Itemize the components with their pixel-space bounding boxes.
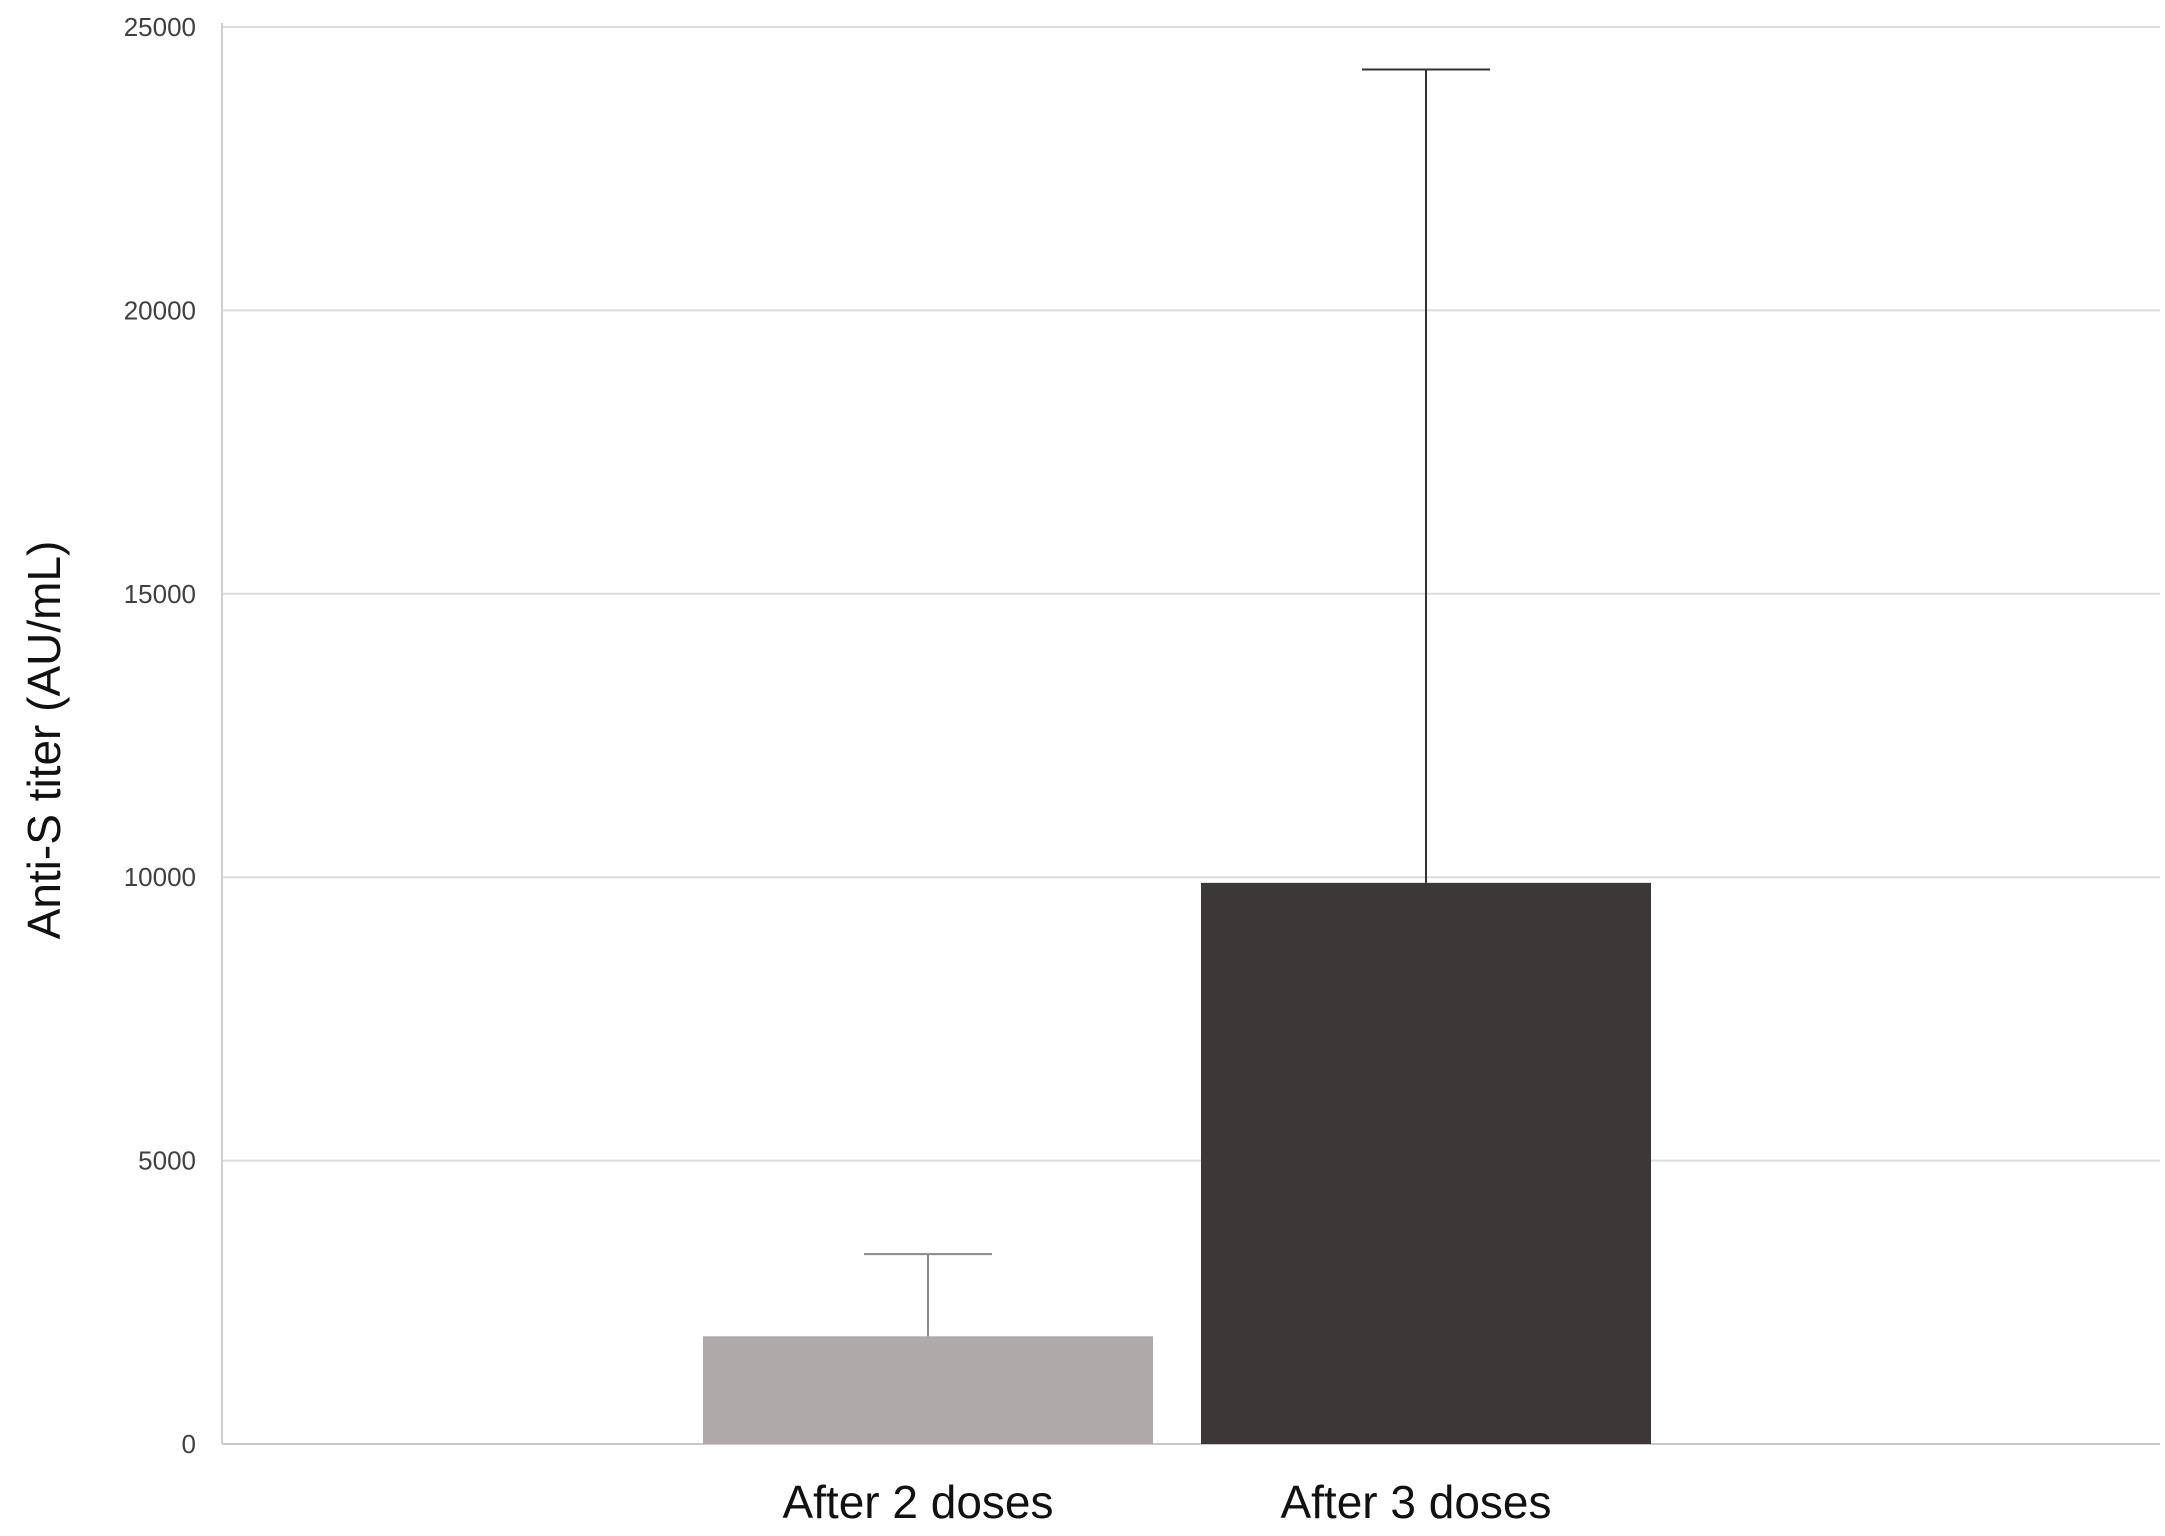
x-label-after-3-doses: After 3 doses [1280,1476,1551,1528]
y-tick-label-5000: 5000 [138,1146,196,1176]
x-label-after-2-doses: After 2 doses [782,1476,1053,1528]
y-tick-label-0: 0 [182,1429,196,1459]
error-bars [864,68,1490,1337]
bar-after-3-doses [1201,882,1651,1444]
y-tick-label-20000: 20000 [124,295,196,325]
bars [703,882,1651,1444]
y-axis-title: Anti-S titer (AU/mL) [18,541,70,940]
bar-after-2-doses [703,1336,1153,1444]
y-tick-label-10000: 10000 [124,862,196,892]
x-axis-labels: After 2 doses After 3 doses [782,1476,1551,1528]
gridlines [222,26,2160,1445]
y-tick-label-15000: 15000 [124,579,196,609]
y-axis-ticks: 0 5000 10000 15000 20000 25000 [124,12,196,1459]
y-tick-label-25000: 25000 [124,12,196,42]
